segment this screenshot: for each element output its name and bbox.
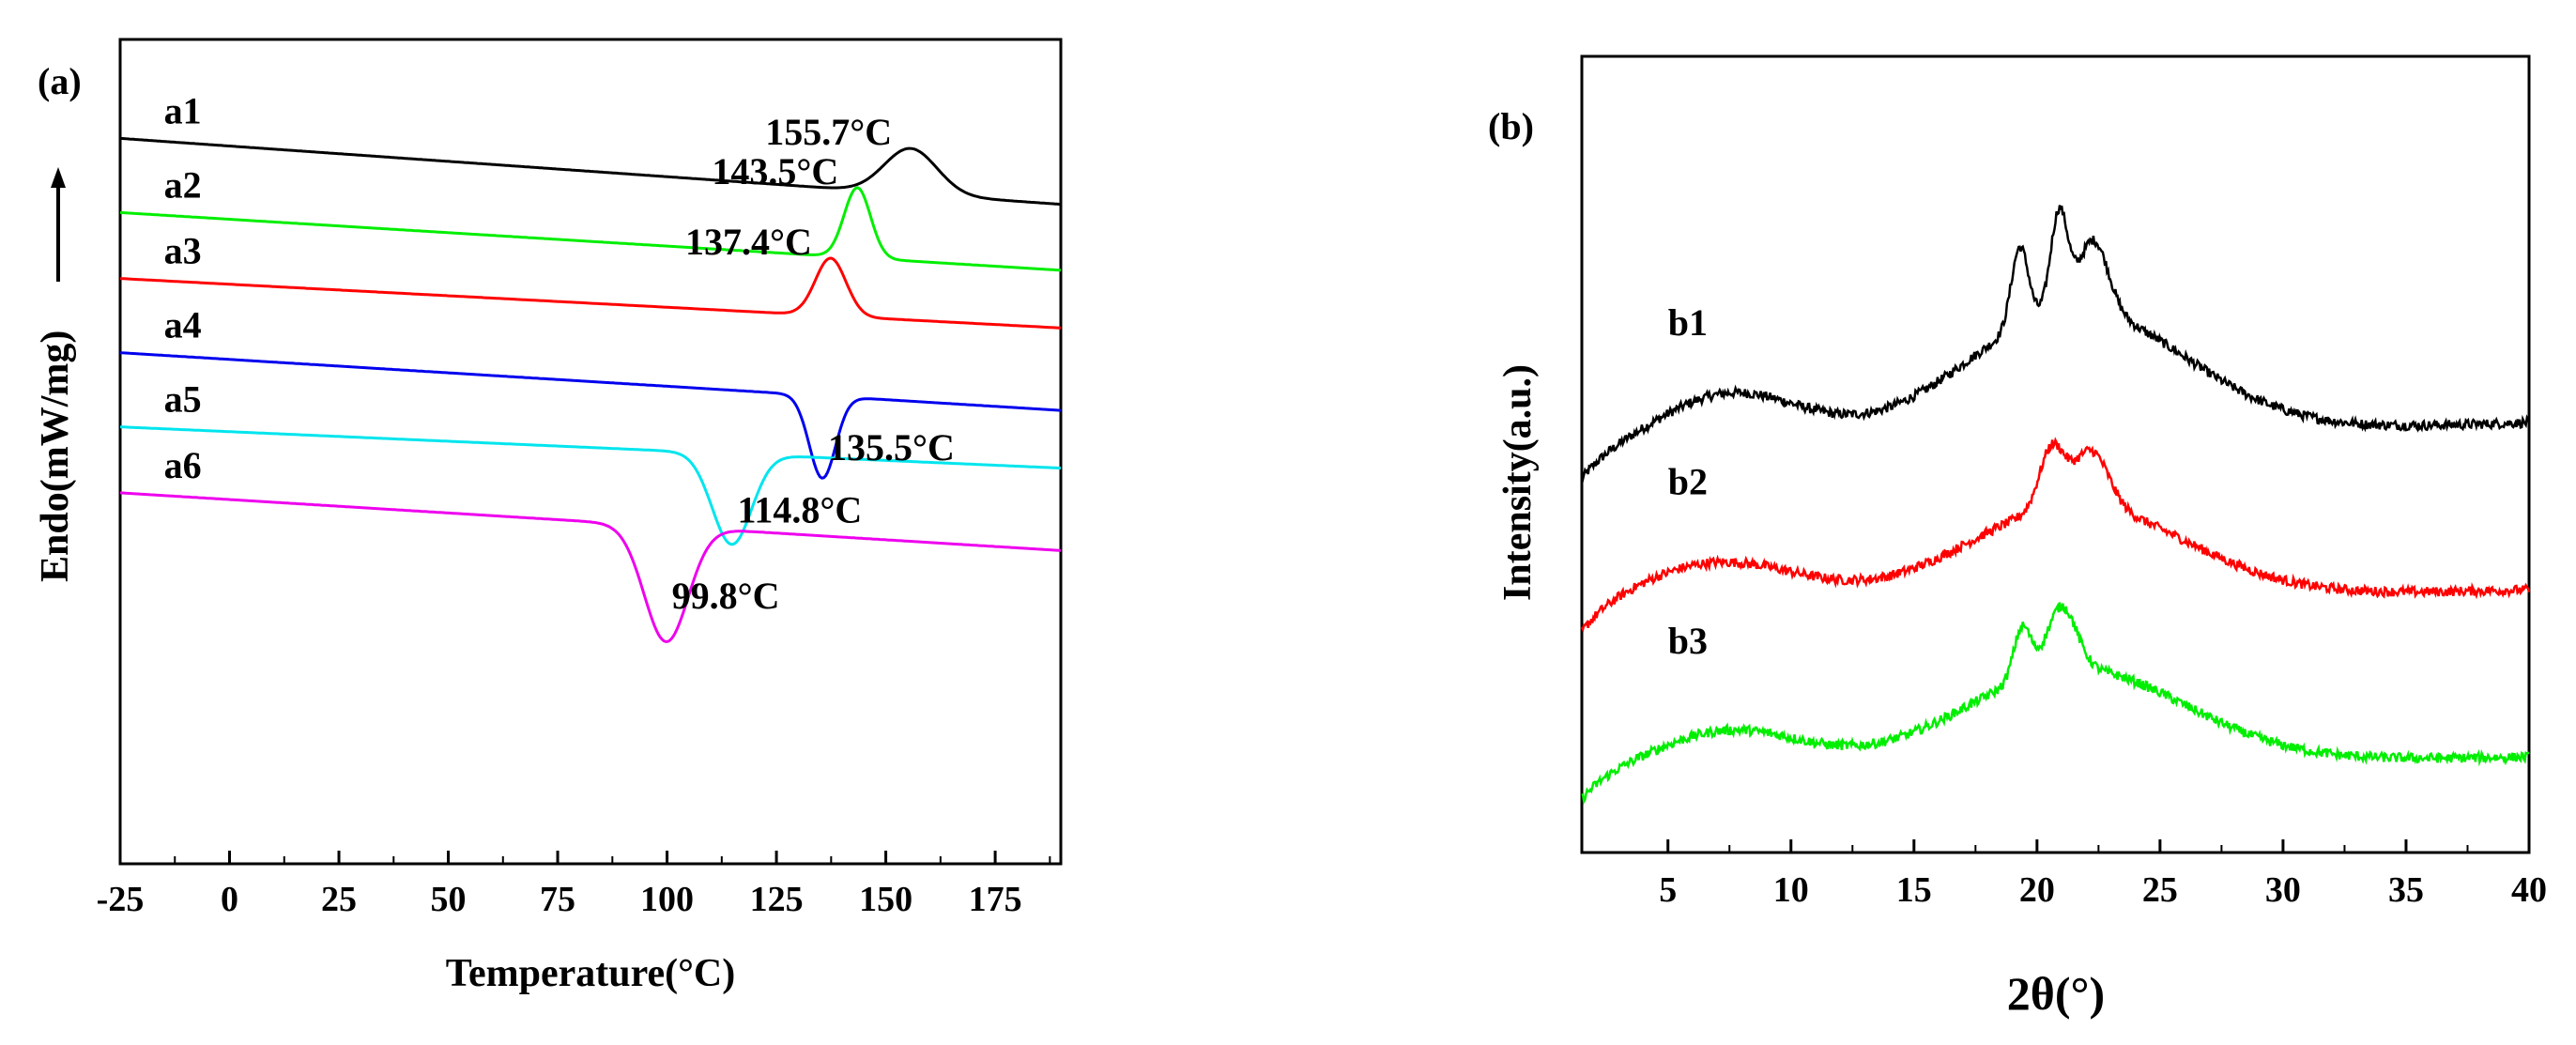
dsc-plot-frame xyxy=(118,38,1063,866)
peak-label-a5: 114.8°C xyxy=(738,488,863,530)
series-label-b2: b2 xyxy=(1668,460,1708,502)
x-tick-label: 40 xyxy=(2511,870,2547,910)
x-tick-label: 15 xyxy=(1896,870,1932,910)
x-tick-label: 10 xyxy=(1773,870,1809,910)
x-tick-label: 5 xyxy=(1659,870,1677,910)
xrd-ylabel: Intensity(a.u.) xyxy=(1496,364,1540,601)
series-label-a1: a1 xyxy=(164,89,202,131)
series-label-b1: b1 xyxy=(1668,301,1708,344)
x-tick-label: -25 xyxy=(97,880,145,919)
xrd-curve-b3 xyxy=(1581,602,2530,806)
x-tick-label: 125 xyxy=(750,880,804,919)
dsc-curve-a6 xyxy=(119,491,1062,643)
dsc-curve-a1 xyxy=(119,136,1062,207)
series-label-b3: b3 xyxy=(1668,620,1708,662)
dsc-xlabel: Temperature(°C) xyxy=(446,952,735,995)
x-tick-label: 30 xyxy=(2265,870,2301,910)
peak-label-a2: 143.5°C xyxy=(712,150,838,192)
dsc-curve-a3 xyxy=(119,256,1062,330)
peak-label-a6: 99.8°C xyxy=(672,575,780,617)
dsc-panel: (a) -25 0 25 50 75 100 125 150 175 a1a2a3a4a5a6 … xyxy=(34,38,1063,995)
dsc-ylabel: Endo(mW/mg) xyxy=(34,330,77,582)
x-tick-label: 50 xyxy=(431,880,467,919)
y-axis-arrowhead xyxy=(51,167,66,188)
x-tick-label: 150 xyxy=(859,880,912,919)
x-tick-label: 25 xyxy=(321,880,357,919)
dsc-curve-a2 xyxy=(119,186,1062,272)
xrd-plot-frame xyxy=(1580,54,2531,854)
xrd-curve-b1 xyxy=(1580,205,2531,483)
x-tick-label: 20 xyxy=(2019,870,2055,910)
xrd-xlabel: 2θ(°) xyxy=(2007,967,2105,1020)
series-label-a6: a6 xyxy=(164,444,202,486)
dsc-curve-a4 xyxy=(119,351,1062,480)
peak-label-a1: 155.7°C xyxy=(765,111,892,153)
xrd-curve-b2 xyxy=(1580,437,2531,634)
series-label-a5: a5 xyxy=(164,378,202,421)
series-label-a2: a2 xyxy=(164,163,202,206)
dsc-curve-a5 xyxy=(120,425,1062,546)
x-tick-label: 175 xyxy=(969,880,1022,919)
x-tick-label: 35 xyxy=(2388,870,2424,910)
x-tick-label: 0 xyxy=(221,880,238,919)
peak-label-a3: 137.4°C xyxy=(685,221,812,263)
panel-b-label: (b) xyxy=(1488,105,1534,147)
x-tick-label: 75 xyxy=(540,880,575,919)
series-label-a3: a3 xyxy=(164,230,202,272)
xrd-panel: (b) 5 10 15 20 25 30 35 40 b1 b2 b3 Intensity(a.u… xyxy=(1488,54,2547,1020)
peak-label-a4: 135.5°C xyxy=(828,426,955,469)
series-label-a4: a4 xyxy=(164,304,202,346)
x-tick-label: 25 xyxy=(2142,870,2178,910)
panel-a-label: (a) xyxy=(38,60,82,102)
x-tick-label: 100 xyxy=(640,880,694,919)
